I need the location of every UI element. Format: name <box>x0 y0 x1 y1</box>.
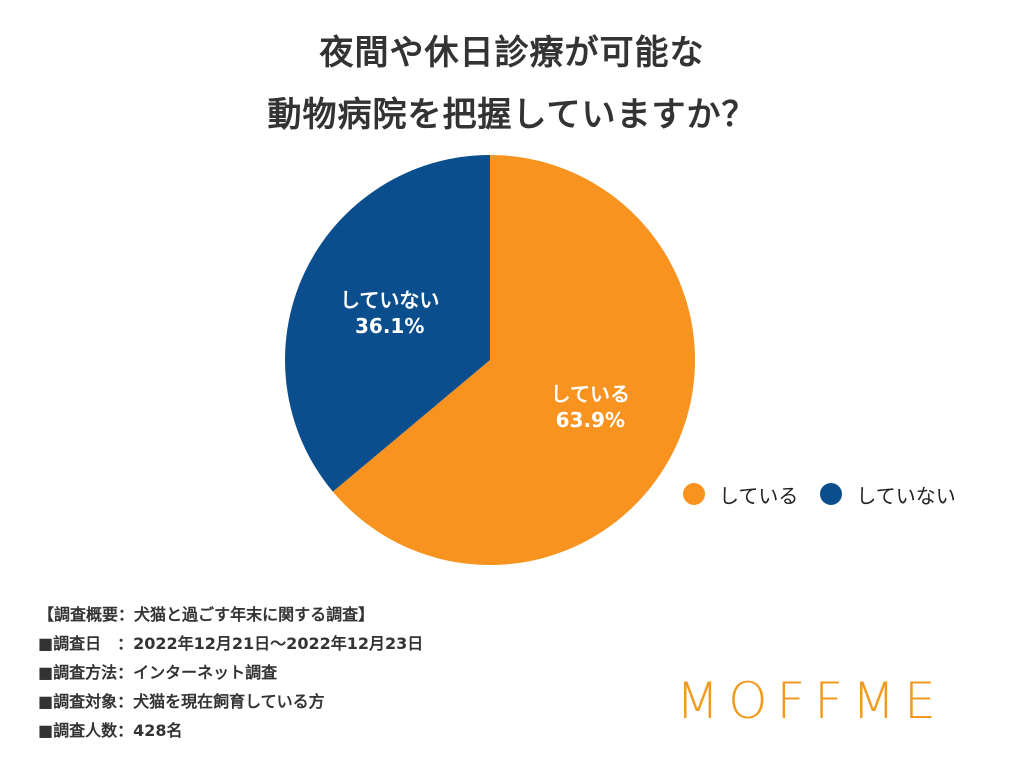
pie-slice-0 <box>332 155 695 566</box>
pie-slice-value-1: 36.1% <box>355 314 424 338</box>
chart-title-line-2: 動物病院を把握していますか？ <box>267 95 757 135</box>
legend-swatch-0 <box>683 483 705 505</box>
legend: している していない <box>683 480 956 508</box>
survey-note-method: ■調査方法：インターネット調査 <box>38 663 278 682</box>
legend-item-1: していない <box>820 480 956 509</box>
survey-note-date: ■調査日 ：2022年12月21日〜2022年12月23日 <box>38 634 424 653</box>
pie-slice-label-1: していない <box>340 288 439 312</box>
pie-slice-1 <box>285 155 490 492</box>
survey-note-heading: 【調査概要：犬猫と過ごす年末に関する調査】 <box>38 605 375 624</box>
legend-swatch-1 <box>820 483 843 505</box>
pie-slice-label-0: している <box>551 382 630 406</box>
pie-slice-value-0: 63.9% <box>556 408 625 432</box>
moffme-logo: MOFFME <box>676 672 945 730</box>
legend-label-1: していない <box>856 483 956 508</box>
survey-notes: 【調査概要：犬猫と過ごす年末に関する調査】 ■調査日 ：2022年12月21日〜… <box>38 600 423 745</box>
survey-note-count: ■調査人数：428名 <box>38 721 183 740</box>
chart-title-line-1: 夜間や休日診療が可能な <box>319 33 705 73</box>
chart-title: 夜間や休日診療が可能な 動物病院を把握していますか？ <box>0 22 1024 146</box>
survey-note-target: ■調査対象：犬猫を現在飼育している方 <box>38 692 325 711</box>
legend-item-0: している <box>683 480 798 509</box>
legend-label-0: している <box>719 483 799 508</box>
